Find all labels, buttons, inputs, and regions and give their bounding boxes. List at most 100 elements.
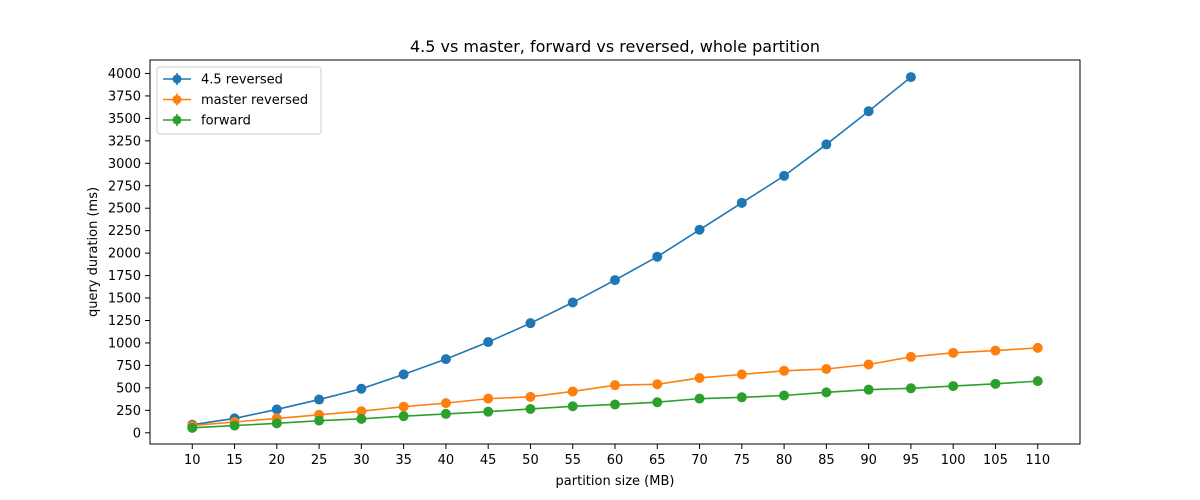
data-point [567,401,578,412]
data-point [271,404,282,415]
x-tick-label: 35 [395,453,412,468]
data-point [229,420,240,431]
chart-title: 4.5 vs master, forward vs reversed, whol… [410,37,820,56]
legend-label: master reversed [201,93,308,108]
x-tick-label: 110 [1025,453,1050,468]
x-tick-label: 15 [226,453,243,468]
data-point [1032,376,1043,387]
plot-area [187,72,1043,433]
data-point [948,347,959,358]
x-tick-label: 30 [353,453,370,468]
data-point [525,318,536,329]
y-tick-label: 1500 [108,292,141,307]
data-point [356,413,367,424]
data-point [905,72,916,83]
y-tick-label: 4000 [108,67,141,82]
legend-marker [172,74,182,84]
data-point [736,197,747,208]
data-point [694,372,705,383]
data-point [440,354,451,365]
data-point [483,337,494,348]
y-tick-label: 1250 [108,314,141,329]
data-point [821,139,832,150]
data-point [694,393,705,404]
x-tick-label: 50 [522,453,539,468]
y-tick-label: 2500 [108,202,141,217]
data-point [736,369,747,380]
data-point [610,275,620,286]
x-axis: 10 15 20 25 30 35 40 45 50 55 60 65 70 75 80 85 90 95 100 1… [184,444,1050,468]
data-point [821,363,832,374]
y-tick-label: 250 [116,404,141,419]
data-point [948,381,959,392]
y-tick-label: 0 [133,426,141,441]
data-point [863,384,874,395]
data-point [736,392,747,403]
data-point [398,369,409,380]
x-tick-label: 95 [903,453,920,468]
x-tick-label: 85 [818,453,835,468]
x-tick-label: 10 [184,453,201,468]
data-point [440,408,451,419]
y-tick-label: 2000 [108,247,141,262]
x-tick-label: 60 [607,453,624,468]
data-point [483,406,494,417]
data-point [525,391,536,402]
legend-label: 4.5 reversed [201,73,283,88]
data-point [483,393,494,404]
y-tick-label: 2750 [108,179,141,194]
y-axis-label: query duration (ms) [86,187,101,317]
y-tick-label: 500 [116,381,141,396]
x-axis-label: partition size (MB) [556,474,675,489]
data-point [356,383,367,394]
y-tick-label: 750 [116,359,141,374]
legend-label: forward [201,114,251,129]
legend-box [156,66,322,135]
x-tick-label: 105 [983,453,1008,468]
data-point [821,387,832,398]
data-point [863,359,874,370]
x-tick-label: 25 [311,453,328,468]
data-point [187,422,198,433]
legend: 4.5 reversed master reversed forward [156,66,322,135]
data-point [525,403,536,414]
y-tick-label: 1000 [108,336,141,351]
x-tick-label: 100 [941,453,966,468]
y-tick-label: 3000 [108,157,141,172]
y-tick-label: 3250 [108,134,141,149]
x-tick-label: 80 [776,453,793,468]
data-point [779,365,790,376]
data-point [652,251,663,262]
data-point [610,399,620,410]
legend-marker [172,95,182,104]
data-point [694,224,705,235]
data-point [314,415,325,426]
data-point [652,397,663,408]
data-point [271,418,282,429]
y-tick-label: 1750 [108,269,141,284]
data-point [567,297,578,308]
x-tick-label: 65 [649,453,666,468]
data-point [356,406,367,417]
data-point [567,386,578,397]
data-point [1032,342,1043,353]
data-point [398,401,409,412]
x-tick-label: 75 [734,453,751,468]
series-line [192,76,912,426]
data-point [863,106,874,117]
legend-marker [172,115,182,125]
y-tick-label: 3500 [108,112,141,127]
x-tick-label: 40 [438,453,455,468]
data-point [398,411,409,422]
y-axis: 0 250 500 750 1000 1250 1500 1750 2000 2250 2500 27… [108,67,150,441]
data-point [652,379,663,390]
data-point [610,380,620,391]
data-point [905,383,916,394]
x-tick-label: 20 [269,453,286,468]
data-point [779,170,790,181]
data-point [905,351,916,362]
data-point [440,398,451,409]
data-point [990,378,1001,389]
